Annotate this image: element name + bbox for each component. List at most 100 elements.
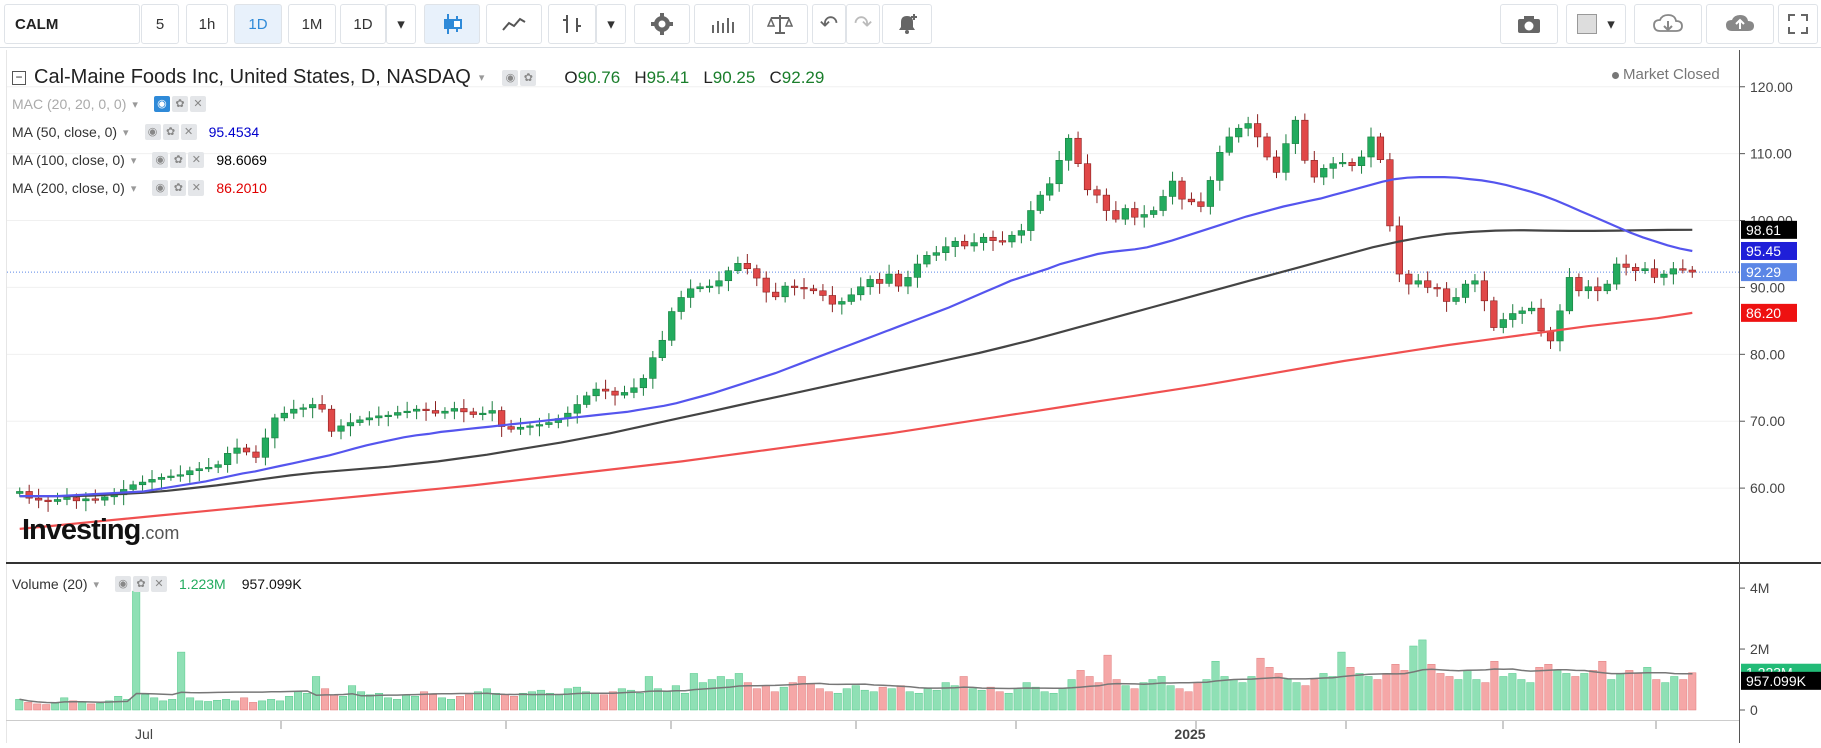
price-badge-bg bbox=[1741, 263, 1797, 282]
candle-body bbox=[176, 474, 184, 477]
logo-brand: Investing bbox=[22, 514, 141, 546]
gear-icon[interactable]: ✿ bbox=[162, 124, 179, 140]
volume-bar bbox=[1679, 679, 1688, 711]
volume-chart[interactable] bbox=[7, 576, 1740, 716]
gear-icon[interactable]: ✿ bbox=[170, 152, 187, 168]
candle-body bbox=[1263, 136, 1271, 158]
volume-bar bbox=[1184, 691, 1193, 711]
bar-chart-button[interactable] bbox=[548, 4, 596, 44]
price-chart[interactable] bbox=[7, 50, 1740, 562]
volume-bar bbox=[1112, 679, 1121, 711]
candle bbox=[1159, 189, 1167, 217]
volume-bar bbox=[1031, 686, 1040, 711]
interval-1d-button[interactable]: 1D bbox=[234, 4, 282, 44]
volume-bar bbox=[788, 682, 797, 711]
save-chart-button[interactable] bbox=[1706, 4, 1774, 44]
eye-icon[interactable]: ◉ bbox=[144, 124, 161, 140]
interval-custom-button[interactable]: 1D bbox=[340, 4, 386, 44]
volume-bar bbox=[1490, 660, 1499, 711]
legend-collapse-icon[interactable]: − bbox=[12, 70, 26, 85]
volume-bar bbox=[1175, 688, 1184, 711]
time-axis[interactable]: Jul 2025 bbox=[6, 720, 1739, 748]
chart-title: Cal-Maine Foods Inc, United States, D, N… bbox=[34, 66, 471, 88]
chart-area[interactable] bbox=[6, 50, 1740, 743]
candlestick-chart-button[interactable] bbox=[424, 4, 480, 44]
interval-1h-button[interactable]: 1h bbox=[186, 4, 228, 44]
eye-icon[interactable]: ◉ bbox=[152, 152, 169, 168]
cloud-upload-icon bbox=[1726, 15, 1754, 31]
eye-icon[interactable]: ◉ bbox=[502, 69, 519, 86]
volume-bar bbox=[1139, 682, 1148, 711]
redo-button[interactable]: ↷ bbox=[846, 4, 880, 44]
candle-body bbox=[167, 475, 175, 478]
chart-type-dropdown-button[interactable]: ▾ bbox=[596, 4, 626, 44]
indicator-row-ma200[interactable]: MA (200, close, 0) ▾ ◉ ✿ ✕ 86.2010 bbox=[12, 180, 267, 196]
volume-bar bbox=[240, 697, 249, 711]
volume-bar bbox=[1310, 679, 1319, 711]
chevron-down-icon[interactable]: ▾ bbox=[130, 182, 137, 195]
gear-icon[interactable]: ✿ bbox=[133, 576, 150, 592]
candle bbox=[403, 401, 411, 419]
candle bbox=[1631, 263, 1640, 282]
pane-divider[interactable] bbox=[6, 562, 1821, 564]
candle-body bbox=[838, 301, 846, 305]
close-icon[interactable]: ✕ bbox=[151, 576, 168, 592]
candle bbox=[554, 414, 562, 429]
chevron-down-icon[interactable]: ▾ bbox=[123, 126, 129, 139]
indicators-button[interactable] bbox=[694, 4, 750, 44]
candle-body bbox=[1471, 280, 1479, 285]
add-alert-button[interactable] bbox=[882, 4, 932, 44]
eye-icon[interactable]: ◉ bbox=[152, 180, 169, 196]
close-icon[interactable]: ✕ bbox=[188, 152, 205, 168]
candle bbox=[687, 279, 695, 308]
candle bbox=[1433, 283, 1441, 297]
line-chart-button[interactable] bbox=[486, 4, 542, 44]
interval-5-button[interactable]: 5 bbox=[141, 4, 179, 44]
compare-button[interactable] bbox=[752, 4, 808, 44]
indicator-value: 86.2010 bbox=[216, 180, 267, 196]
candle-body bbox=[970, 242, 978, 247]
interval-dropdown-button[interactable]: ▾ bbox=[386, 4, 416, 44]
chevron-down-icon[interactable]: ▾ bbox=[478, 72, 485, 84]
chevron-down-icon[interactable]: ▾ bbox=[132, 98, 138, 111]
volume-bar bbox=[1517, 679, 1526, 711]
indicator-row-mac[interactable]: MAC (20, 20, 0, 0) ▾ ◉ ✿ ✕ bbox=[12, 96, 212, 112]
volume-bar bbox=[851, 685, 860, 711]
close-icon[interactable]: ✕ bbox=[188, 180, 205, 196]
gear-icon[interactable]: ✿ bbox=[171, 96, 188, 112]
volume-bar bbox=[1283, 679, 1292, 711]
eye-icon[interactable]: ◉ bbox=[153, 96, 170, 112]
load-chart-button[interactable] bbox=[1634, 4, 1702, 44]
candle-body bbox=[687, 288, 695, 298]
bell-plus-icon bbox=[899, 14, 917, 34]
candle-body bbox=[1206, 180, 1214, 207]
candle bbox=[35, 488, 43, 509]
volume-bar bbox=[1067, 679, 1076, 711]
price-gridlines bbox=[7, 86, 1740, 489]
close-icon[interactable]: ✕ bbox=[180, 124, 197, 140]
chevron-down-icon[interactable]: ▾ bbox=[93, 578, 100, 591]
indicator-row-ma100[interactable]: MA (100, close, 0) ▾ ◉ ✿ ✕ 98.6069 bbox=[12, 152, 267, 168]
eye-icon[interactable]: ◉ bbox=[115, 576, 132, 592]
volume-bar bbox=[1157, 676, 1166, 711]
price-axis[interactable]: 120.00 110.00 100.00 90.00 80.00 70.00 60.00 98… bbox=[1739, 50, 1821, 743]
close-icon[interactable]: ✕ bbox=[189, 96, 206, 112]
candle-body bbox=[1112, 210, 1120, 220]
candle bbox=[327, 405, 336, 437]
interval-label: 1D bbox=[248, 15, 268, 33]
gear-icon[interactable]: ✿ bbox=[170, 180, 187, 196]
settings-button[interactable] bbox=[634, 4, 690, 44]
fullscreen-button[interactable] bbox=[1778, 4, 1818, 44]
indicator-row-ma50[interactable]: MA (50, close, 0) ▾ ◉ ✿ ✕ 95.4534 bbox=[12, 124, 259, 140]
color-picker-button[interactable]: ▾ bbox=[1566, 4, 1626, 44]
gear-icon[interactable]: ✿ bbox=[520, 69, 537, 86]
candle bbox=[942, 237, 950, 261]
interval-1m-button[interactable]: 1M bbox=[288, 4, 336, 44]
candle-body bbox=[1282, 143, 1290, 173]
symbol-input[interactable] bbox=[4, 4, 140, 44]
undo-button[interactable]: ↶ bbox=[812, 4, 846, 44]
snapshot-button[interactable] bbox=[1500, 4, 1558, 44]
chevron-down-icon[interactable]: ▾ bbox=[130, 154, 137, 167]
candle bbox=[1556, 304, 1564, 352]
volume-bar bbox=[420, 691, 429, 711]
